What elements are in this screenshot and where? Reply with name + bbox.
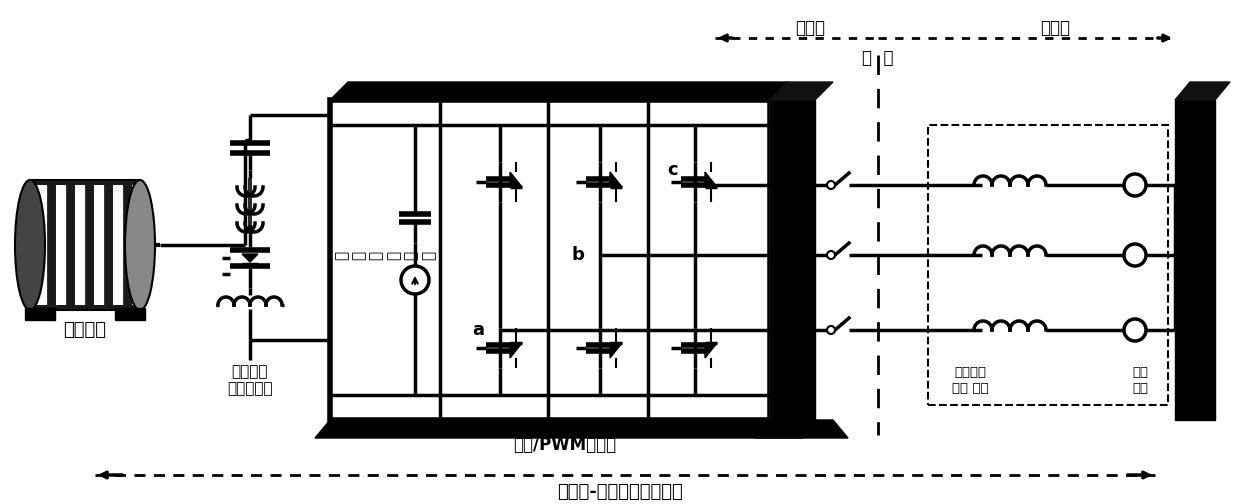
Text: b: b bbox=[572, 246, 584, 264]
Circle shape bbox=[827, 181, 835, 189]
Polygon shape bbox=[1176, 100, 1215, 420]
Polygon shape bbox=[242, 254, 258, 262]
Polygon shape bbox=[330, 82, 787, 100]
Polygon shape bbox=[315, 420, 804, 438]
Circle shape bbox=[827, 251, 835, 259]
Polygon shape bbox=[706, 172, 717, 187]
Ellipse shape bbox=[15, 180, 45, 310]
Text: 双向隔离
直流变换器: 双向隔离 直流变换器 bbox=[227, 364, 273, 396]
Bar bbox=[330, 100, 770, 420]
Polygon shape bbox=[706, 343, 717, 358]
Bar bbox=[74, 185, 86, 305]
Bar bbox=[37, 185, 47, 305]
Polygon shape bbox=[1176, 82, 1230, 100]
Text: 电驱动-充电等功率流路径: 电驱动-充电等功率流路径 bbox=[557, 483, 683, 501]
Circle shape bbox=[1123, 244, 1146, 266]
Text: 充电/PWM整流器: 充电/PWM整流器 bbox=[513, 436, 616, 454]
Polygon shape bbox=[610, 172, 622, 187]
Bar bbox=[928, 125, 1168, 405]
Text: 电机 电感: 电机 电感 bbox=[951, 383, 988, 396]
Circle shape bbox=[827, 326, 835, 334]
Bar bbox=[25, 308, 55, 320]
Polygon shape bbox=[510, 172, 522, 187]
Text: 地面三相: 地面三相 bbox=[954, 365, 986, 379]
Text: 地面区: 地面区 bbox=[1040, 19, 1070, 37]
Text: 三相: 三相 bbox=[1132, 365, 1148, 379]
Bar bbox=[131, 185, 143, 305]
Text: 车
载
直
流
母
线: 车 载 直 流 母 线 bbox=[334, 250, 436, 260]
Bar bbox=[56, 185, 66, 305]
Polygon shape bbox=[610, 343, 622, 358]
Polygon shape bbox=[770, 100, 815, 420]
Bar bbox=[94, 185, 104, 305]
Bar bbox=[115, 308, 145, 320]
Polygon shape bbox=[770, 82, 833, 100]
Ellipse shape bbox=[125, 180, 155, 310]
Text: 分  离: 分 离 bbox=[862, 49, 894, 67]
Text: a: a bbox=[472, 321, 484, 339]
Polygon shape bbox=[770, 82, 787, 420]
Bar bbox=[30, 180, 140, 310]
Circle shape bbox=[1123, 319, 1146, 341]
Bar bbox=[113, 185, 123, 305]
Polygon shape bbox=[755, 420, 848, 438]
Polygon shape bbox=[510, 343, 522, 358]
Text: 动力电池: 动力电池 bbox=[63, 321, 107, 339]
Circle shape bbox=[1123, 174, 1146, 196]
Text: 车载区: 车载区 bbox=[795, 19, 825, 37]
Circle shape bbox=[401, 266, 429, 294]
Text: 电网: 电网 bbox=[1132, 383, 1148, 396]
Text: c: c bbox=[667, 161, 678, 179]
